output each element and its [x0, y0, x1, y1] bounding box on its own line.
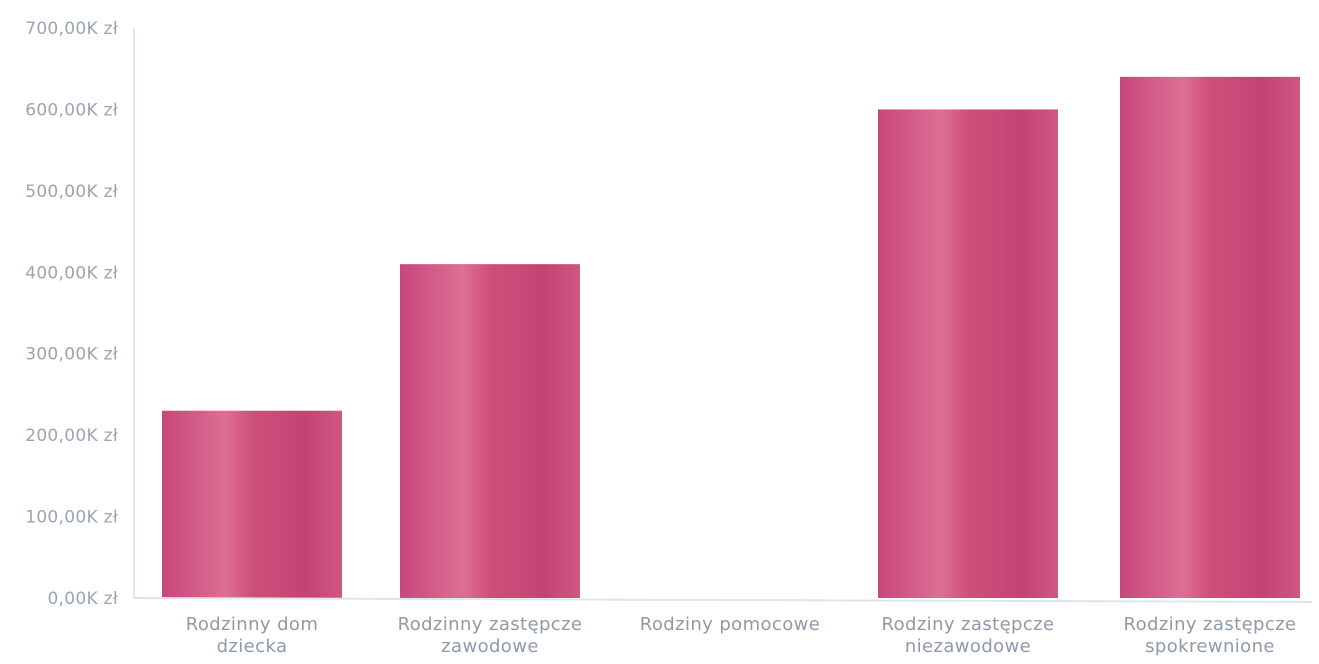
y-tick-label: 700,00K zł — [25, 19, 118, 39]
x-tick-label: Rodzinny dom dziecka — [186, 614, 319, 657]
y-tick-label: 500,00K zł — [25, 182, 118, 202]
x-tick-label-line: Rodzinny dom — [186, 614, 319, 635]
x-tick-label-line: Rodziny zastępcze — [881, 614, 1054, 635]
x-tick-label: Rodziny pomocowe — [640, 614, 820, 635]
x-axis: Rodzinny dom dziecka Rodzinny zastępcze zaw… — [186, 614, 1296, 657]
y-tick-label: 100,00K zł — [25, 508, 118, 528]
bar[interactable] — [162, 410, 342, 598]
bar[interactable] — [878, 109, 1058, 598]
x-tick-label: Rodziny zastępcze niezawodowe — [881, 614, 1054, 657]
y-tick-label: 0,00K zł — [47, 589, 118, 609]
x-tick-label: Rodzinny zastępcze zawodowe — [398, 614, 583, 657]
bars — [162, 76, 1300, 599]
y-tick-label: 400,00K zł — [25, 263, 118, 283]
x-tick-label-line: niezawodowe — [905, 636, 1031, 657]
x-tick-label-line: zawodowe — [441, 636, 539, 657]
x-tick-label-line: Rodziny zastępcze — [1123, 614, 1296, 635]
bar[interactable] — [400, 264, 580, 598]
x-axis-baseline — [133, 597, 1313, 603]
x-tick-label-line: spokrewnione — [1145, 636, 1275, 657]
y-tick-label: 200,00K zł — [25, 426, 118, 446]
x-tick-label-line: Rodziny pomocowe — [640, 614, 820, 635]
x-tick-label-line: Rodzinny zastępcze — [398, 614, 583, 635]
y-tick-label: 600,00K zł — [25, 100, 118, 120]
x-tick-label: Rodziny zastępcze spokrewnione — [1123, 614, 1296, 657]
y-axis: 0,00K zł 100,00K zł 200,00K zł 300,00K zł 40… — [25, 19, 118, 609]
x-tick-label-line: dziecka — [217, 636, 288, 657]
bar[interactable] — [1120, 76, 1300, 599]
y-tick-label: 300,00K zł — [25, 345, 118, 365]
